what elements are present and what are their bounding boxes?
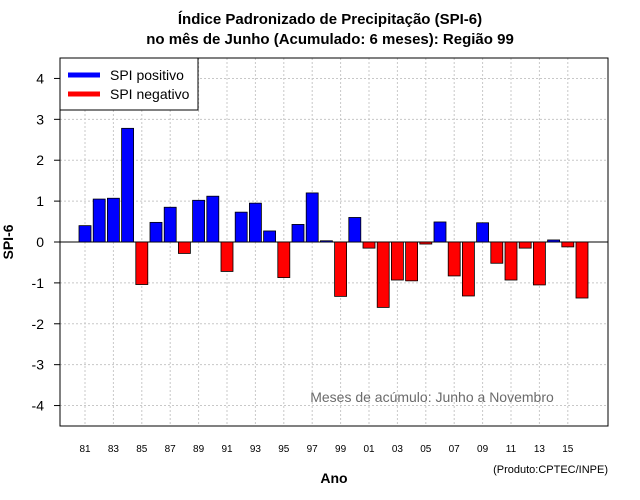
legend-label-positive: SPI positivo xyxy=(110,67,184,83)
bar-15 xyxy=(561,241,575,248)
x-axis-label: Ano xyxy=(320,470,347,486)
x-tick-label: 89 xyxy=(193,444,205,455)
y-tick-label: -1 xyxy=(32,275,45,291)
bar-07 xyxy=(447,241,461,277)
x-tick-label: 13 xyxy=(534,444,546,455)
x-tick-label: 01 xyxy=(363,444,375,455)
bar-10 xyxy=(490,241,504,264)
bar-16 xyxy=(575,241,589,299)
x-tick-label: 99 xyxy=(335,444,347,455)
bar-96 xyxy=(291,224,305,243)
x-tick-label: 83 xyxy=(108,444,120,455)
bar-93 xyxy=(248,202,262,243)
bar-14 xyxy=(547,239,560,243)
y-tick-label: 4 xyxy=(36,70,44,86)
chart-title: Índice Padronizado de Precipitação (SPI-… xyxy=(178,11,482,28)
y-tick-label: 1 xyxy=(36,193,44,209)
bar-00 xyxy=(348,217,362,243)
x-tick-label: 85 xyxy=(136,444,148,455)
y-tick-label: 3 xyxy=(36,111,44,127)
bar-84 xyxy=(121,127,134,243)
bar-13 xyxy=(533,241,546,286)
legend-label-negative: SPI negativo xyxy=(110,86,190,102)
x-tick-label: 07 xyxy=(449,444,461,455)
bar-06 xyxy=(433,221,447,243)
bar-09 xyxy=(476,222,490,243)
bar-97 xyxy=(305,192,319,243)
annotation: Meses de acúmulo: Junho a Novembro xyxy=(310,389,554,405)
bar-11 xyxy=(504,241,518,281)
y-tick-label: -2 xyxy=(32,316,45,332)
x-ticks: 81 83 85 87 89 91 93 95 97 99 01 03 05 07 09 11 13 15 xyxy=(79,444,573,455)
y-axis-label: SPI-6 xyxy=(0,224,16,259)
x-tick-label: 11 xyxy=(506,444,517,455)
x-tick-label: 09 xyxy=(477,444,489,455)
x-tick-label: 87 xyxy=(165,444,177,455)
bar-90 xyxy=(206,195,220,243)
bars xyxy=(78,127,589,308)
bar-04 xyxy=(405,241,419,282)
x-tick-label: 93 xyxy=(250,444,262,455)
bar-95 xyxy=(277,241,291,278)
bar-85 xyxy=(135,241,149,285)
bar-87 xyxy=(163,206,177,243)
x-tick-label: 91 xyxy=(221,444,233,455)
y-tick-label: 0 xyxy=(36,234,44,250)
bar-94 xyxy=(263,230,277,243)
legend-box xyxy=(59,57,199,111)
legend: SPI positivo SPI negativo xyxy=(59,57,199,111)
bar-99 xyxy=(334,241,348,297)
y-tick-label: -3 xyxy=(32,357,45,373)
y-tick-label: -4 xyxy=(32,398,45,414)
bar-91 xyxy=(220,241,234,272)
x-tick-label: 97 xyxy=(307,444,319,455)
bar-82 xyxy=(92,198,106,243)
bar-86 xyxy=(149,221,163,243)
bar-05 xyxy=(419,241,433,245)
bar-89 xyxy=(192,199,206,243)
x-tick-label: 03 xyxy=(392,444,404,455)
x-tick-label: 15 xyxy=(562,444,574,455)
bar-92 xyxy=(234,211,248,243)
chart-subtitle: no mês de Junho (Acumulado: 6 meses): Re… xyxy=(146,31,514,48)
bar-03 xyxy=(390,241,404,281)
bar-88 xyxy=(177,241,191,254)
x-tick-label: 95 xyxy=(278,444,290,455)
y-ticks: -4 -3 -2 -1 0 1 2 3 4 xyxy=(32,70,60,414)
credit-text: (Produto:CPTEC/INPE) xyxy=(493,464,608,476)
bar-08 xyxy=(461,241,475,297)
x-tick-label: 05 xyxy=(420,444,432,455)
bar-81 xyxy=(78,225,92,243)
y-tick-label: 2 xyxy=(36,152,44,168)
bar-83 xyxy=(107,197,120,243)
bar-02 xyxy=(376,241,390,308)
plot-frame xyxy=(59,57,609,427)
bar-98 xyxy=(319,240,333,243)
bar-01 xyxy=(362,241,376,249)
bar-12 xyxy=(518,241,532,249)
x-tick-label: 81 xyxy=(79,444,91,455)
